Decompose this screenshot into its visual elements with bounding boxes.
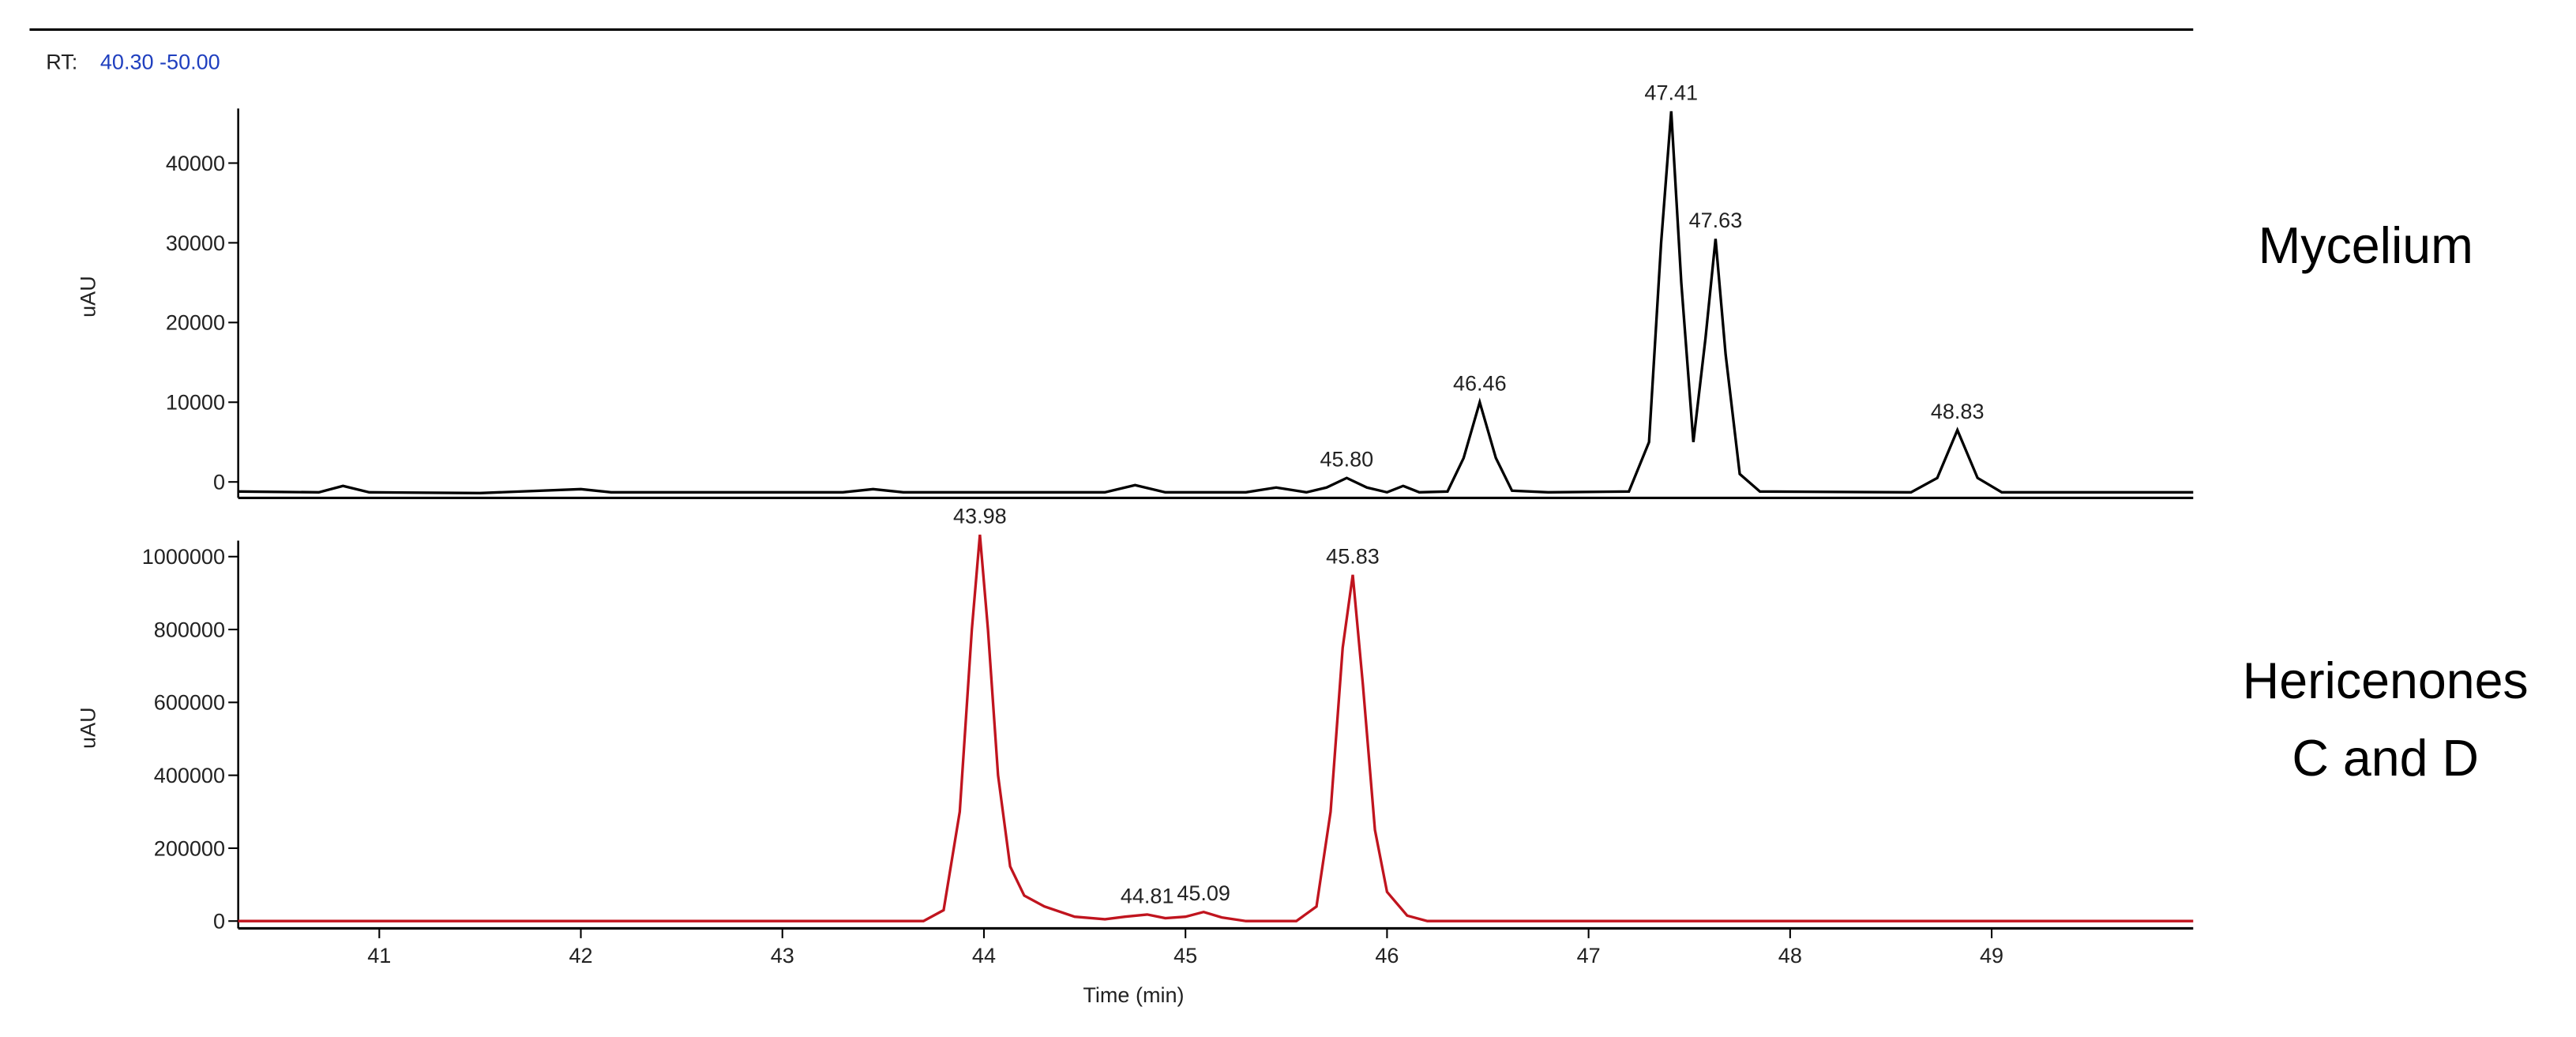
x-tick-label: 41 (367, 944, 391, 967)
panel-label: C and D (2292, 730, 2479, 787)
y-tick-label: 1000000 (142, 545, 225, 569)
x-tick-label: 42 (569, 944, 592, 967)
rt-label: RT: (46, 50, 77, 73)
y-axis-label: uAU (77, 276, 100, 317)
peak-label: 44.81 (1121, 884, 1174, 907)
peak-label: 46.46 (1453, 372, 1507, 396)
x-tick-label: 47 (1577, 944, 1601, 967)
y-axis-label: uAU (77, 707, 100, 749)
peak-label: 45.83 (1326, 544, 1380, 568)
peak-label: 45.80 (1320, 448, 1374, 472)
trace (238, 111, 2194, 495)
y-tick-label: 20000 (166, 311, 225, 335)
y-tick-label: 800000 (154, 618, 225, 641)
y-tick-label: 0 (213, 910, 225, 934)
panel-label: Mycelium (2259, 217, 2473, 274)
trace (238, 534, 2194, 922)
x-tick-label: 46 (1375, 944, 1399, 967)
rt-range: 40.30 -50.00 (100, 50, 220, 73)
peak-label: 48.83 (1931, 400, 1985, 423)
x-axis-label: Time (min) (1083, 983, 1184, 1007)
x-tick-label: 43 (771, 944, 794, 967)
x-tick-label: 44 (972, 944, 996, 967)
x-tick-label: 48 (1778, 944, 1802, 967)
y-tick-label: 30000 (166, 231, 225, 255)
peak-label: 47.41 (1644, 81, 1698, 104)
x-tick-label: 49 (1980, 944, 2003, 967)
panel-label: Hericenones (2243, 652, 2529, 709)
peak-label: 43.98 (953, 505, 1007, 528)
y-tick-label: 0 (213, 471, 225, 494)
y-tick-label: 40000 (166, 152, 225, 175)
peak-label: 45.09 (1177, 881, 1230, 905)
peak-label: 47.63 (1689, 209, 1743, 232)
y-tick-label: 10000 (166, 391, 225, 415)
x-tick-label: 45 (1173, 944, 1197, 967)
y-tick-label: 600000 (154, 691, 225, 715)
y-tick-label: 400000 (154, 764, 225, 787)
y-tick-label: 200000 (154, 836, 225, 860)
